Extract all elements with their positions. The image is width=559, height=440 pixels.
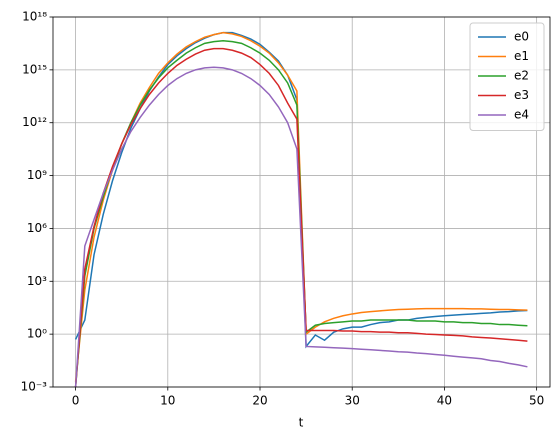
x-axis-label: t [299,416,304,430]
plot-frame [52,16,551,388]
series-line [74,66,528,387]
y-tick-label: 10³ [27,274,47,288]
y-tick-label: 10⁻³ [21,380,48,394]
legend-box [469,22,545,131]
legend-label: e1 [514,49,529,63]
y-tick-label: 10¹² [22,115,47,129]
x-tick-label: 10 [160,394,175,408]
legend-label: e4 [514,108,529,122]
y-tick-label: 10⁰ [27,327,47,341]
x-tick-label: 40 [437,394,452,408]
y-tick-label: 10⁶ [27,221,47,235]
legend-label: e2 [514,69,529,83]
x-tick-label: 20 [252,394,267,408]
legend-label: e3 [514,88,529,102]
y-tick-label: 10¹⁸ [22,10,47,24]
x-tick-label: 0 [72,394,80,408]
x-tick-label: 50 [529,394,544,408]
plot-lines [74,31,528,387]
y-tick-label: 10⁹ [27,168,47,182]
y-tick-label: 10¹⁵ [22,62,47,76]
series-line [74,47,528,387]
x-tick-label: 30 [345,394,360,408]
legend-label: e0 [514,30,529,44]
